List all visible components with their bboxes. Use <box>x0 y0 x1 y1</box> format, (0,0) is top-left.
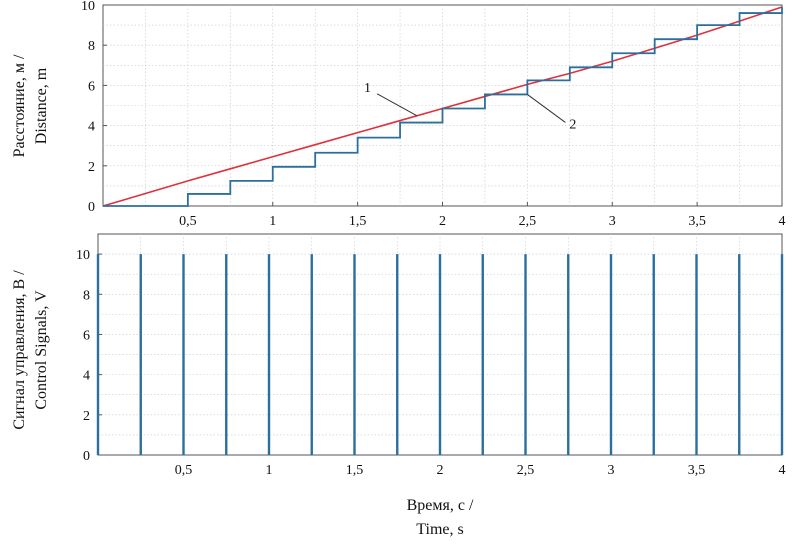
y-tick-label: 2 <box>88 160 95 175</box>
control-ylabel-line1: Сигнал управления, В / <box>11 270 28 430</box>
x-tick-label: 1,5 <box>349 214 367 229</box>
x-tick-label: 3,5 <box>688 463 706 478</box>
x-tick-label: 0,5 <box>175 463 193 478</box>
x-tick-label: 1 <box>266 463 273 478</box>
series-step-line <box>103 7 783 207</box>
control-signal-panel: 0 2 4 6 8 10 0,5 1 1,5 2 2,5 3 3,5 4 <box>76 233 786 478</box>
x-tick-label: 2 <box>439 214 446 229</box>
y-tick-label: 6 <box>83 328 90 343</box>
x-tick-label: 0,5 <box>179 214 197 229</box>
control-ylabel-line2: Control Signals, V <box>33 290 50 410</box>
x-tick-label: 3 <box>608 463 615 478</box>
y-tick-label: 10 <box>76 248 90 263</box>
annotation-leader <box>376 93 418 117</box>
x-tick-label: 3,5 <box>688 214 706 229</box>
time-xlabel-line2: Time, s <box>416 521 463 538</box>
x-tick-label: 4 <box>779 463 786 478</box>
y-tick-label: 10 <box>81 0 95 14</box>
y-tick-label: 6 <box>88 79 95 94</box>
y-tick-label: 2 <box>83 409 90 424</box>
y-tick-label: 0 <box>83 449 90 464</box>
y-tick-label: 8 <box>83 288 90 303</box>
x-tick-label: 2,5 <box>519 214 537 229</box>
distance-ylabel-line2: Distance, m <box>33 67 50 144</box>
x-tick-label: 2,5 <box>517 463 535 478</box>
y-tick-label: 0 <box>88 200 95 215</box>
x-tick-label: 1,5 <box>346 463 364 478</box>
x-tick-label: 2 <box>437 463 444 478</box>
x-tick-label: 1 <box>269 214 276 229</box>
annotation-leader <box>527 94 566 123</box>
distance-ylabel-line1: Расстояние, м / <box>11 54 28 157</box>
y-tick-label: 8 <box>88 39 95 54</box>
axis-labels: Расстояние, м / Distance, m Сигнал управ… <box>11 54 474 538</box>
x-tick-label: 3 <box>609 214 616 229</box>
annotation-label: 2 <box>569 117 576 132</box>
x-tick-label: 4 <box>779 214 786 229</box>
distance-panel: 0 2 4 6 8 10 0,5 1 1,5 2 2,5 3 3,5 4 1 2 <box>81 0 786 229</box>
annotation-label: 1 <box>364 81 371 96</box>
time-xlabel-line1: Время, с / <box>407 497 474 514</box>
y-tick-label: 4 <box>88 120 95 135</box>
y-tick-label: 4 <box>83 369 90 384</box>
